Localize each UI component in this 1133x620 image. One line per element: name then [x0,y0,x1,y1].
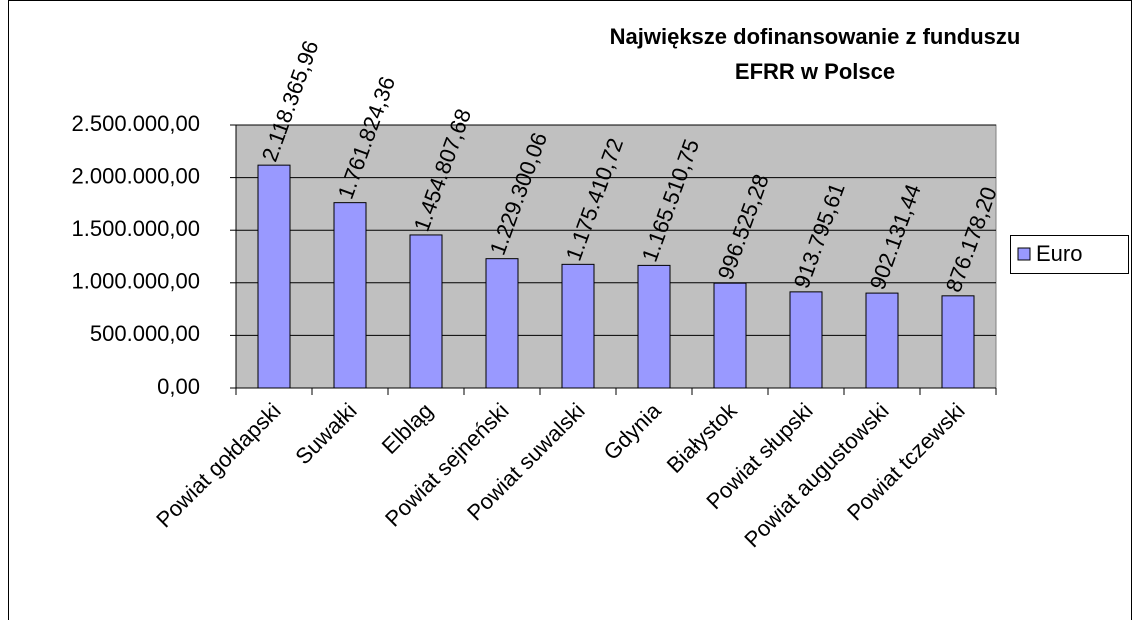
chart-title: Największe dofinansowanie z funduszu [610,24,1021,49]
bar [865,292,899,389]
y-tick-label: 1.000.000,00 [72,269,200,294]
bar [257,164,291,389]
y-tick-label: 2.000.000,00 [72,163,200,188]
bar [561,263,595,389]
y-tick-label: 1.500.000,00 [72,216,200,241]
bar [485,258,519,389]
y-tick-label: 0,00 [157,374,200,399]
legend-label: Euro [1036,241,1082,266]
bar [941,295,975,389]
bar [637,264,671,389]
legend-swatch [1017,247,1031,261]
y-tick-label: 500.000,00 [90,321,200,346]
y-tick-label: 2.500.000,00 [72,111,200,136]
bar [789,291,823,389]
chart-title: EFRR w Polsce [735,59,895,84]
bar [333,202,367,389]
bar [409,234,443,389]
bar [713,282,747,389]
